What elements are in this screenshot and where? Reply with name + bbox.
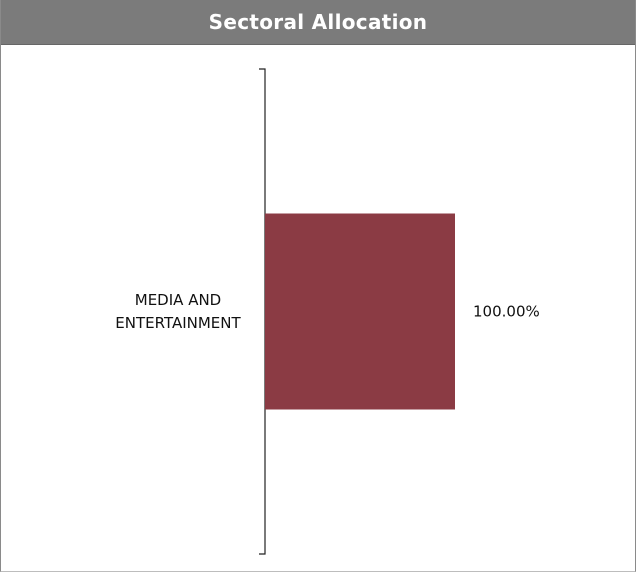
category-axis bbox=[259, 68, 266, 555]
value-label: 100.00% bbox=[473, 303, 540, 321]
chart-header: Sectoral Allocation bbox=[1, 0, 635, 45]
chart-title: Sectoral Allocation bbox=[208, 10, 428, 34]
bar-chart: MEDIA AND ENTERTAINMENT 100.00% bbox=[115, 68, 540, 555]
bars-group bbox=[265, 213, 455, 410]
category-label: MEDIA AND ENTERTAINMENT bbox=[115, 291, 241, 332]
labels-group: MEDIA AND ENTERTAINMENT 100.00% bbox=[115, 291, 539, 332]
category-axis-line bbox=[259, 68, 266, 555]
bar bbox=[265, 213, 455, 410]
